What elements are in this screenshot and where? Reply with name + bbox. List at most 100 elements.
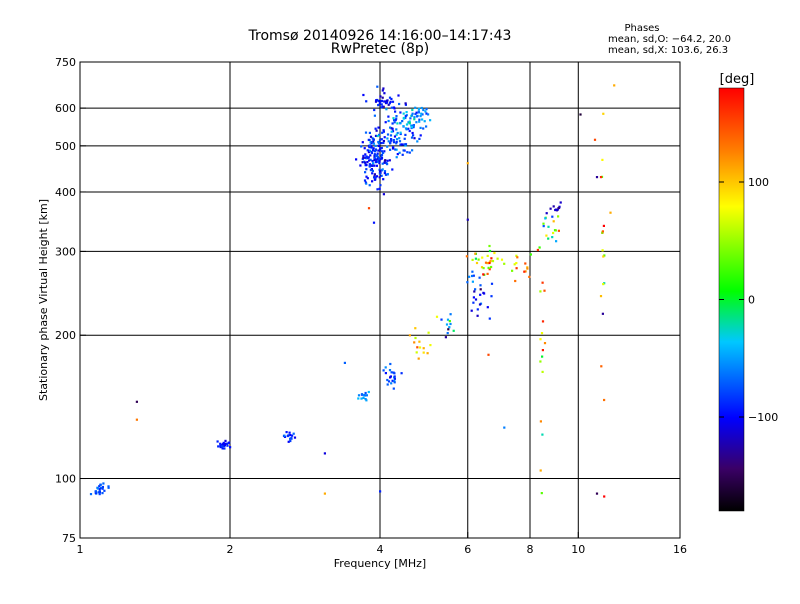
data-point: [381, 131, 384, 134]
y-tick-label: 500: [55, 140, 76, 153]
data-point: [398, 151, 401, 154]
data-point: [98, 493, 101, 496]
data-point: [380, 153, 384, 156]
data-point: [363, 147, 366, 150]
data-point: [484, 261, 488, 264]
data-point: [536, 248, 539, 252]
data-point: [369, 169, 372, 172]
data-point: [603, 398, 606, 402]
data-point: [372, 138, 375, 141]
data-point: [365, 155, 368, 158]
data-point: [384, 121, 387, 124]
data-point: [362, 396, 365, 399]
data-point: [368, 145, 371, 149]
data-point: [399, 143, 402, 146]
data-point: [417, 111, 420, 114]
grid-lines: [80, 62, 680, 538]
y-tick-label: 75: [62, 532, 76, 545]
data-point: [364, 171, 367, 174]
data-point: [96, 487, 99, 490]
data-point: [418, 340, 421, 343]
data-point: [468, 275, 471, 278]
data-point: [379, 490, 382, 493]
data-point: [490, 265, 493, 269]
data-point: [421, 118, 424, 121]
data-point: [219, 442, 222, 445]
data-point: [367, 151, 370, 154]
data-point: [382, 178, 385, 181]
data-point: [474, 288, 477, 291]
data-point: [407, 121, 410, 124]
x-tick-label: 6: [464, 543, 471, 556]
data-point: [405, 128, 408, 131]
data-point: [223, 447, 226, 450]
data-point: [98, 490, 101, 494]
data-point: [217, 445, 220, 448]
data-point: [289, 439, 292, 443]
data-point: [541, 370, 544, 373]
x-tick-label: 8: [527, 543, 534, 556]
data-point: [382, 151, 385, 154]
data-point: [404, 144, 407, 147]
data-point: [89, 493, 93, 496]
data-point: [482, 267, 485, 270]
data-point: [446, 318, 450, 321]
data-point: [466, 281, 469, 284]
data-point: [99, 486, 102, 489]
data-point: [471, 280, 474, 283]
data-point: [541, 349, 544, 352]
data-point: [393, 380, 396, 383]
data-point: [391, 379, 394, 382]
data-point: [513, 263, 516, 266]
data-point: [370, 140, 373, 144]
data-point: [539, 290, 542, 293]
data-point: [545, 234, 548, 237]
data-point: [602, 283, 605, 286]
data-point: [369, 158, 372, 161]
data-point: [410, 126, 413, 129]
data-point: [365, 168, 368, 171]
data-point: [411, 108, 414, 112]
data-point: [382, 369, 385, 372]
data-point: [476, 314, 479, 317]
data-point: [558, 205, 561, 208]
data-point: [382, 193, 385, 196]
data-point: [417, 357, 420, 360]
data-point: [542, 222, 545, 225]
data-point: [362, 93, 365, 97]
data-point: [415, 351, 418, 354]
data-point: [542, 225, 545, 228]
data-point: [357, 397, 360, 400]
data-point: [371, 159, 374, 163]
data-point: [539, 420, 542, 423]
data-point: [97, 491, 100, 494]
data-point: [488, 249, 492, 253]
data-point: [472, 274, 475, 277]
data-point: [407, 127, 410, 130]
chart-title: Tromsø 20140926 14:16:00–14:17:43: [248, 28, 512, 44]
data-point: [286, 434, 289, 438]
data-point: [555, 208, 558, 211]
data-point: [372, 140, 375, 143]
y-tick-label: 750: [55, 56, 76, 69]
data-point: [399, 132, 402, 136]
data-point: [540, 332, 544, 335]
data-point: [539, 338, 542, 341]
data-point: [398, 102, 401, 106]
data-point: [377, 149, 380, 152]
data-point: [223, 442, 226, 445]
data-point: [415, 115, 419, 118]
data-point: [362, 156, 365, 159]
data-point: [448, 326, 451, 329]
data-point: [419, 134, 422, 137]
data-point: [557, 207, 560, 210]
data-point: [373, 108, 376, 112]
data-point: [392, 117, 395, 120]
data-point: [601, 312, 604, 315]
data-point: [418, 346, 422, 349]
data-point: [367, 138, 370, 141]
data-point: [393, 377, 396, 380]
data-point: [383, 150, 386, 153]
data-point: [486, 254, 489, 257]
data-point: [380, 138, 383, 141]
